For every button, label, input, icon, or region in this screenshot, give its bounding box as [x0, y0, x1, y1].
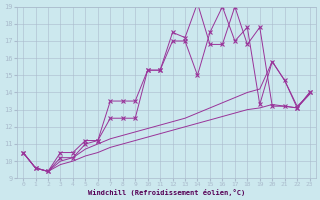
X-axis label: Windchill (Refroidissement éolien,°C): Windchill (Refroidissement éolien,°C) — [88, 189, 245, 196]
